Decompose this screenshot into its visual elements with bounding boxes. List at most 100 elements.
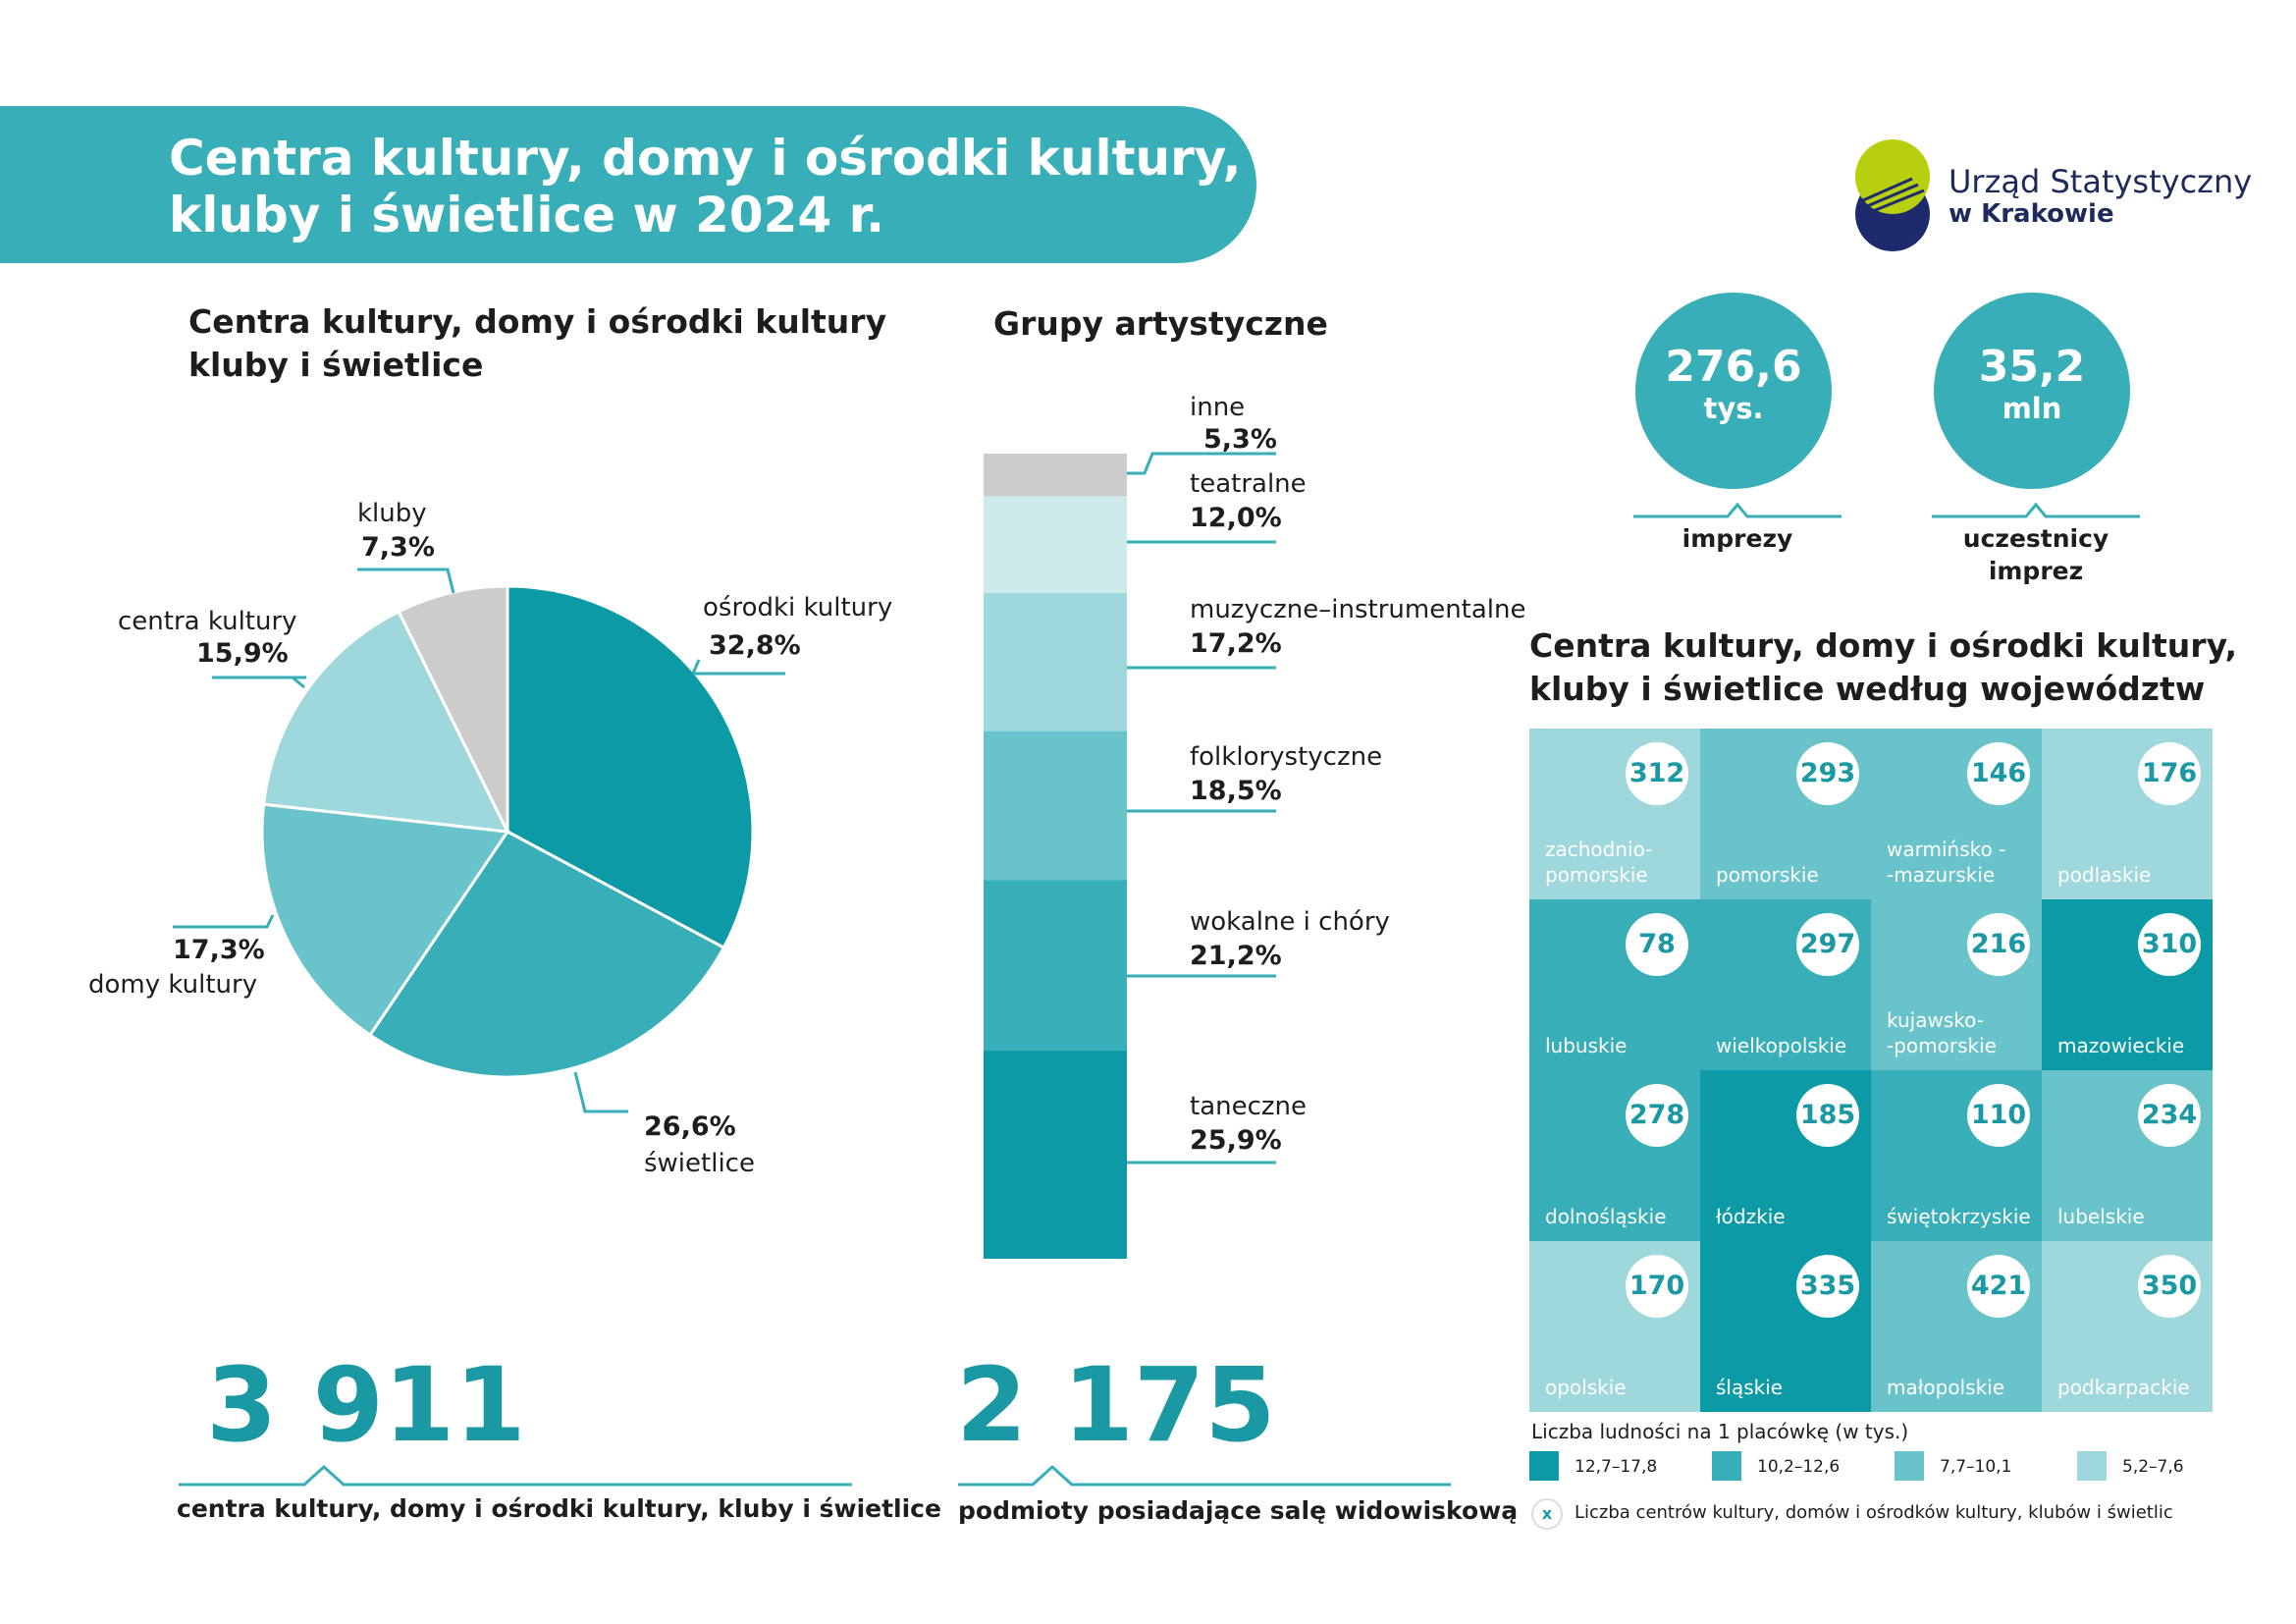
pie-label-centra: centra kultury [118,607,297,636]
logo-line2: w Krakowie [1949,199,2114,229]
pie-leader-line [357,568,455,594]
bar-segment [984,731,1127,881]
voivodeship-name-line2: pomorskie [1545,863,1648,887]
pie-title-line2: kluby i świetlice [188,346,484,384]
voivodeship-value: 216 [1967,913,2030,976]
voivodeship-cell: 350 podkarpackie [2042,1241,2213,1412]
voivodeship-value: 335 [1796,1255,1859,1318]
voivodeship-cell: 335 śląskie [1700,1241,1871,1412]
pie-chart [173,568,785,1113]
voivodeship-cell: 312 zachodnio-pomorskie [1529,729,1700,899]
logo-line1: Urząd Statystyczny [1949,163,2253,200]
voivodeship-cell: 78 lubuskie [1529,899,1700,1070]
voivodeship-cell: 310 mazowieckie [2042,899,2213,1070]
voivodeship-name: podkarpackie [2057,1375,2190,1400]
voivodeship-name-line1: zachodnio- [1545,838,1653,861]
pie-label-osrodki: ośrodki kultury [703,593,893,623]
voivodeship-value: 350 [2138,1255,2201,1318]
voivodeship-value: 78 [1626,913,1688,976]
voivodeship-cell: 216 kujawsko- -pomorskie [1871,899,2042,1070]
pie-value-kluby: 7,3% [361,532,435,563]
bar-segment [984,496,1127,593]
voivodeship-name: śląskie [1716,1375,1783,1400]
voivodeship-name-line2: wielkopolskie [1716,1034,1847,1057]
events-circle: 276,6 tys. [1635,293,1832,489]
pie-title-line1: Centra kultury, domy i ośrodki kultury [188,302,887,341]
institutions-caption: centra kultury, domy i ośrodki kultury, … [177,1494,941,1523]
pie-slice [367,830,726,1079]
group-value-inne: 5,3% [1203,424,1277,455]
bar-segment [984,880,1127,1051]
voivodeship-name-line1: kujawsko- [1887,1008,1984,1032]
venues-total: 2 175 [956,1345,1276,1465]
title-banner [0,106,1256,263]
events-unit: tys. [1703,392,1764,425]
group-label-taneczne: taneczne [1190,1092,1308,1121]
participants-caption-line2: imprez [1988,557,2084,585]
bar-segment [984,592,1127,731]
voivodeship-name-line2: podlaskie [2057,863,2152,887]
legend-label: 7,7–10,1 [1940,1457,2012,1477]
voivodeship-cell: 421 małopolskie [1871,1241,2042,1412]
voivodeship-cell: 170 opolskie [1529,1241,1700,1412]
bar-segment [984,1050,1127,1259]
pie-value-domy: 17,3% [173,935,265,965]
voivodeship-name-line2: lubuskie [1545,1034,1628,1057]
legend-swatch [1529,1451,1559,1481]
group-label-inne: inne [1190,393,1246,422]
voivodeship-value: 310 [2138,913,2201,976]
bar-leader-line [1127,452,1276,475]
voivodeship-name: łódzkie [1716,1204,1786,1229]
group-label-teatralne: teatralne [1190,469,1307,499]
legend-label: 5,2–7,6 [2122,1457,2184,1477]
voivodeship-name: lubelskie [2057,1204,2145,1229]
voivodeship-name: pomorskie [1716,862,1819,888]
legend-swatch [1895,1451,1924,1481]
logo-icon [1855,139,1930,251]
voivodeship-cell: 234 lubelskie [2042,1070,2213,1241]
group-value-muzyczne: 17,2% [1190,628,1282,659]
voivodeship-name: małopolskie [1887,1375,2004,1400]
voivodeship-name: świętokrzyskie [1887,1204,2031,1229]
pie-leader-line [173,914,275,929]
pie-label-domy: domy kultury [88,970,258,1000]
legend-swatch [2077,1451,2107,1481]
participants-bracket [1932,502,2140,518]
voivodeship-name: zachodnio-pomorskie [1545,837,1652,888]
participants-number: 35,2 [1978,342,2086,392]
pie-label-kluby: kluby [357,499,427,528]
voivodeship-name-line2: dolnośląskie [1545,1205,1667,1228]
voivodeship-name: kujawsko- -pomorskie [1887,1007,1997,1058]
events-caption: imprezy [1682,524,1793,553]
map-title: Centra kultury, domy i ośrodki kultury, … [1529,624,2237,711]
group-label-wokalne: wokalne i chóry [1190,907,1390,937]
voivodeship-name: lubuskie [1545,1033,1627,1058]
voivodeship-name-line2: opolskie [1545,1376,1627,1399]
participants-unit: mln [2002,392,2062,425]
pie-slice [397,584,509,833]
group-value-taneczne: 25,9% [1190,1125,1282,1156]
group-value-folklor: 18,5% [1190,776,1282,806]
map-title-line1: Centra kultury, domy i ośrodki kultury, [1529,626,2238,665]
voivodeship-cell: 110 świętokrzyskie [1871,1070,2042,1241]
voivodeship-cell: 146 warmińsko - -mazurskie [1871,729,2042,899]
participants-caption: uczestnicy imprez [1938,524,2134,585]
voivodeship-value: 234 [2138,1084,2201,1147]
events-bracket [1633,502,1842,518]
pie-leader-line [212,676,306,689]
legend-title: Liczba ludności na 1 placówkę (w tys.) [1531,1420,1909,1443]
voivodeship-name: opolskie [1545,1375,1627,1400]
voivodeship-name: dolnośląskie [1545,1204,1667,1229]
voivodeship-value: 297 [1796,913,1859,976]
voivodeship-name: wielkopolskie [1716,1033,1846,1058]
pie-value-centra: 15,9% [196,638,289,669]
voivodeship-name-line2: łódzkie [1716,1205,1786,1228]
voivodeship-name-line2: mazowieckie [2057,1034,2185,1057]
legend-note: Liczba centrów kultury, domów i ośrodków… [1575,1502,2173,1523]
venues-bracket [958,1464,1451,1487]
legend-label: 12,7–17,8 [1575,1457,1658,1477]
voivodeship-name-line1: warmińsko - [1887,838,2006,861]
voivodeship-cell: 297 wielkopolskie [1700,899,1871,1070]
voivodeship-name-line2: śląskie [1716,1376,1784,1399]
voivodeship-value: 421 [1967,1255,2030,1318]
